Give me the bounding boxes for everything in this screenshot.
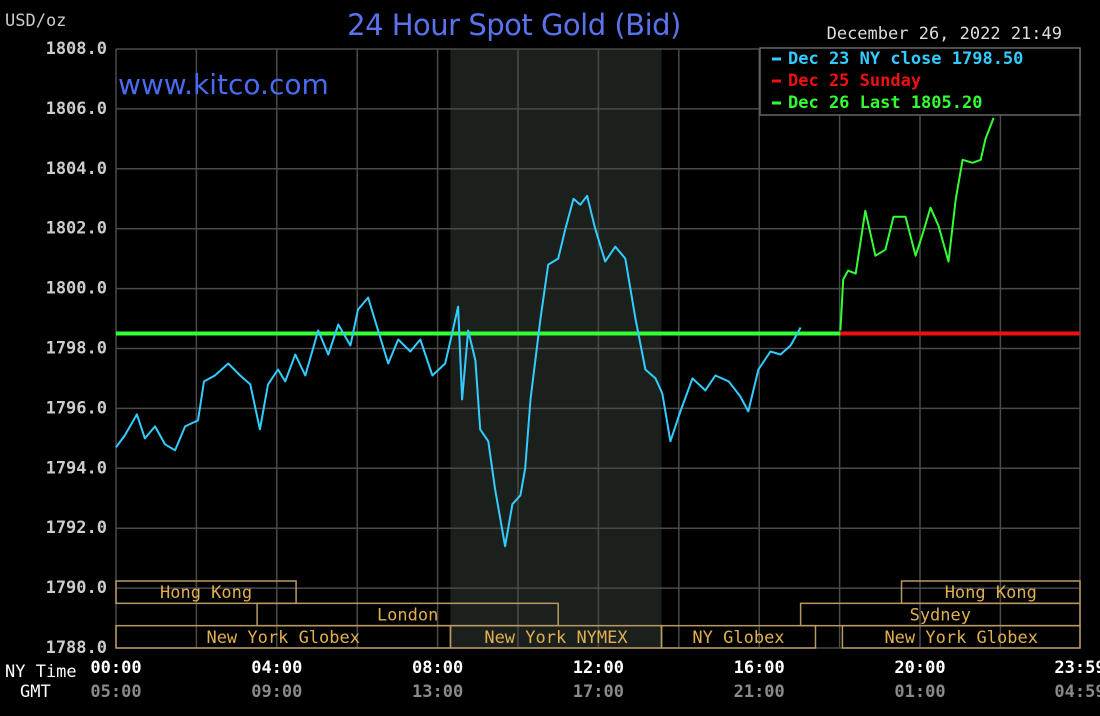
session-label: Hong Kong bbox=[160, 583, 252, 603]
session-label: Sydney bbox=[910, 606, 971, 626]
y-tick-label: 1796.0 bbox=[46, 398, 107, 418]
y-tick-label: 1808.0 bbox=[46, 39, 107, 59]
session-label: New York NYMEX bbox=[484, 628, 628, 648]
watermark: www.kitco.com bbox=[118, 68, 329, 101]
x2-tick-label: 01:00 bbox=[894, 682, 945, 702]
x2-tick-label: 05:00 bbox=[90, 682, 141, 702]
session-label: NY Globex bbox=[692, 628, 784, 648]
x2-tick-label: 21:00 bbox=[734, 682, 785, 702]
y-tick-label: 1804.0 bbox=[46, 159, 107, 179]
legend-label: Dec 25 Sunday bbox=[788, 71, 921, 91]
x-tick-label: 20:00 bbox=[894, 658, 945, 678]
x2-tick-label: 04:59 bbox=[1054, 682, 1100, 702]
price-line bbox=[839, 117, 995, 331]
session-label: New York Globex bbox=[884, 628, 1038, 648]
y-axis-label: USD/oz bbox=[5, 11, 66, 31]
price-line bbox=[115, 194, 802, 548]
x2-tick-label: 13:00 bbox=[412, 682, 463, 702]
y-tick-label: 1802.0 bbox=[46, 219, 107, 239]
session-box bbox=[660, 624, 817, 649]
y-tick-label: 1792.0 bbox=[46, 518, 107, 538]
chart-title: 24 Hour Spot Gold (Bid) bbox=[347, 8, 681, 42]
x-tick-label: 16:00 bbox=[734, 658, 785, 678]
y-tick-label: 1800.0 bbox=[46, 279, 107, 299]
y-tick-label: 1798.0 bbox=[46, 339, 107, 359]
y-tick-label: 1790.0 bbox=[46, 578, 107, 598]
session-label: London bbox=[377, 606, 438, 626]
session-label: New York Globex bbox=[206, 628, 360, 648]
y-tick-label: 1806.0 bbox=[46, 99, 107, 119]
session-label: Hong Kong bbox=[945, 583, 1037, 603]
x2-axis-label: GMT bbox=[20, 682, 51, 702]
x-tick-label: 00:00 bbox=[90, 658, 141, 678]
x-axis-label: NY Time bbox=[5, 662, 77, 682]
x-tick-label: 04:00 bbox=[251, 658, 302, 678]
x2-tick-label: 09:00 bbox=[251, 682, 302, 702]
session-box bbox=[841, 624, 1081, 649]
y-tick-label: 1794.0 bbox=[46, 458, 107, 478]
timestamp: December 26, 2022 21:49 bbox=[827, 24, 1062, 44]
x-tick-label: 12:00 bbox=[573, 658, 624, 678]
legend-label: Dec 26 Last 1805.20 bbox=[788, 93, 982, 113]
x-tick-label: 08:00 bbox=[412, 658, 463, 678]
y-tick-label: 1788.0 bbox=[46, 638, 107, 658]
legend-box bbox=[759, 47, 1081, 116]
x2-tick-label: 17:00 bbox=[573, 682, 624, 702]
legend-label: Dec 23 NY close 1798.50 bbox=[788, 49, 1023, 69]
plot-layer bbox=[115, 48, 1081, 649]
session-box bbox=[115, 580, 297, 605]
x-tick-label: 23:59 bbox=[1054, 658, 1100, 678]
